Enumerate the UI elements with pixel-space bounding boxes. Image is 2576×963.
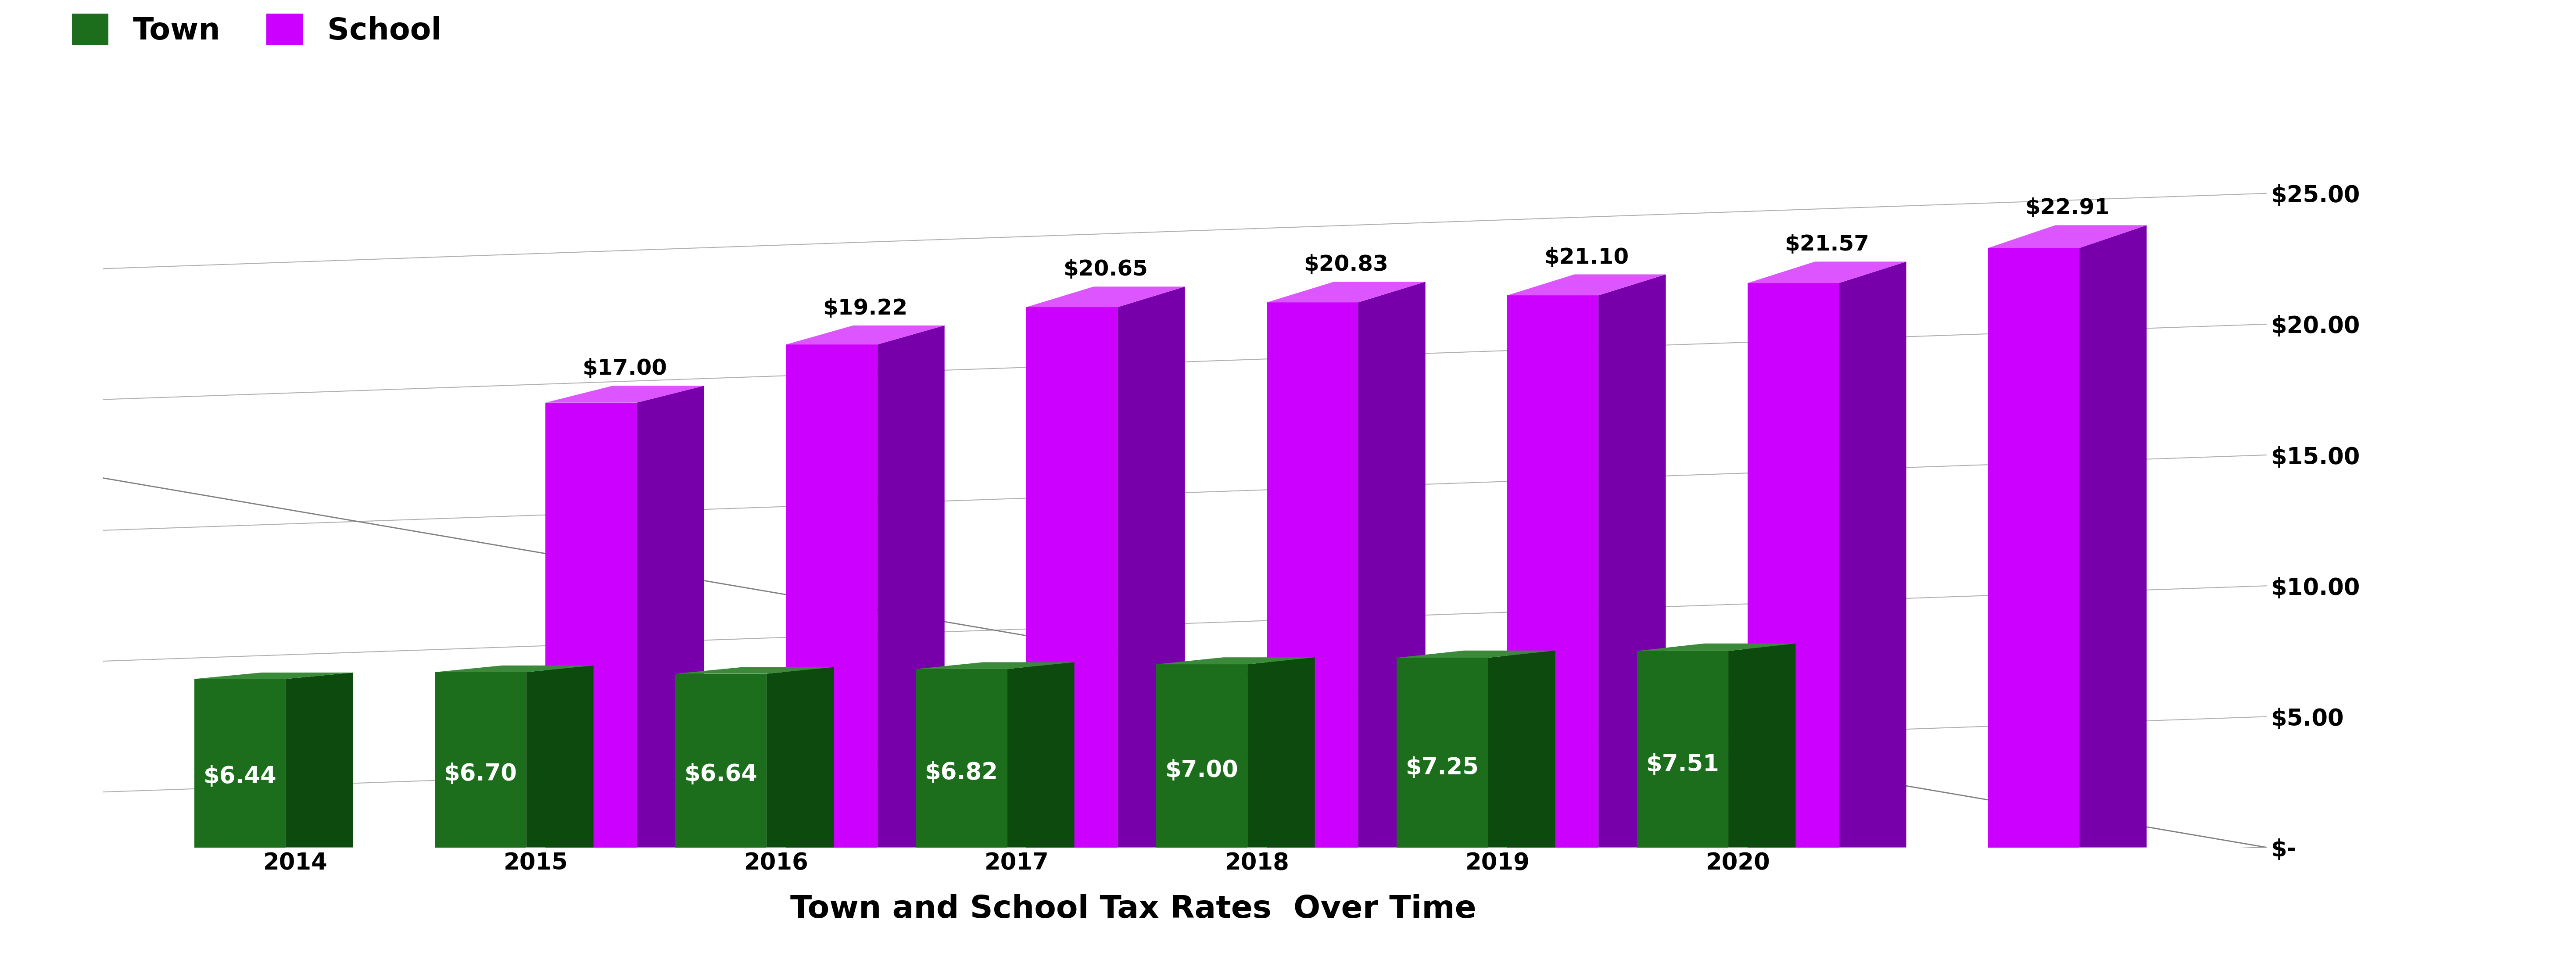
Polygon shape [1247,658,1314,847]
Text: $20.65: $20.65 [1064,259,1149,280]
Polygon shape [435,665,592,672]
Polygon shape [1025,307,1118,847]
Polygon shape [914,669,1007,847]
Text: $6.82: $6.82 [925,761,997,784]
Polygon shape [1267,302,1358,847]
Polygon shape [546,403,636,847]
Text: $6.44: $6.44 [204,766,276,788]
Polygon shape [1747,262,1906,283]
Polygon shape [1728,643,1795,847]
Polygon shape [1989,248,2079,847]
Polygon shape [1396,658,1489,847]
Polygon shape [1396,651,1556,658]
Polygon shape [1157,664,1247,847]
Polygon shape [1157,658,1314,664]
Polygon shape [1507,274,1667,296]
Text: $6.70: $6.70 [443,763,518,785]
Polygon shape [1507,296,1600,847]
Polygon shape [786,325,945,345]
Polygon shape [193,672,353,679]
Polygon shape [1025,287,1185,307]
Text: $7.25: $7.25 [1406,756,1479,779]
Text: $17.00: $17.00 [582,358,667,379]
Polygon shape [786,345,878,847]
Polygon shape [675,674,768,847]
Polygon shape [1989,225,2146,248]
Text: $22.91: $22.91 [2025,197,2110,219]
Text: Town and School Tax Rates  Over Time: Town and School Tax Rates Over Time [791,895,1476,924]
Polygon shape [1636,651,1728,847]
Polygon shape [878,325,945,847]
Legend: Town, School: Town, School [59,2,453,58]
Polygon shape [193,679,286,847]
Text: $21.10: $21.10 [1543,247,1628,268]
Text: $7.51: $7.51 [1646,753,1718,776]
Text: $19.22: $19.22 [822,298,907,319]
Polygon shape [1118,287,1185,847]
Polygon shape [914,663,1074,669]
Polygon shape [768,667,835,847]
Text: $21.57: $21.57 [1785,234,1870,255]
Polygon shape [1489,651,1556,847]
Polygon shape [1839,262,1906,847]
Polygon shape [546,386,703,403]
Text: $6.64: $6.64 [685,763,757,786]
Polygon shape [675,667,835,674]
Polygon shape [2079,225,2146,847]
Text: $20.83: $20.83 [1303,254,1388,275]
Text: $7.00: $7.00 [1164,759,1239,782]
Polygon shape [286,672,353,847]
Polygon shape [636,386,703,847]
Polygon shape [1600,274,1667,847]
Polygon shape [1358,282,1425,847]
Polygon shape [1747,283,1839,847]
Polygon shape [1007,663,1074,847]
Polygon shape [1636,643,1795,651]
Polygon shape [526,665,592,847]
Polygon shape [435,672,526,847]
Polygon shape [1267,282,1425,302]
